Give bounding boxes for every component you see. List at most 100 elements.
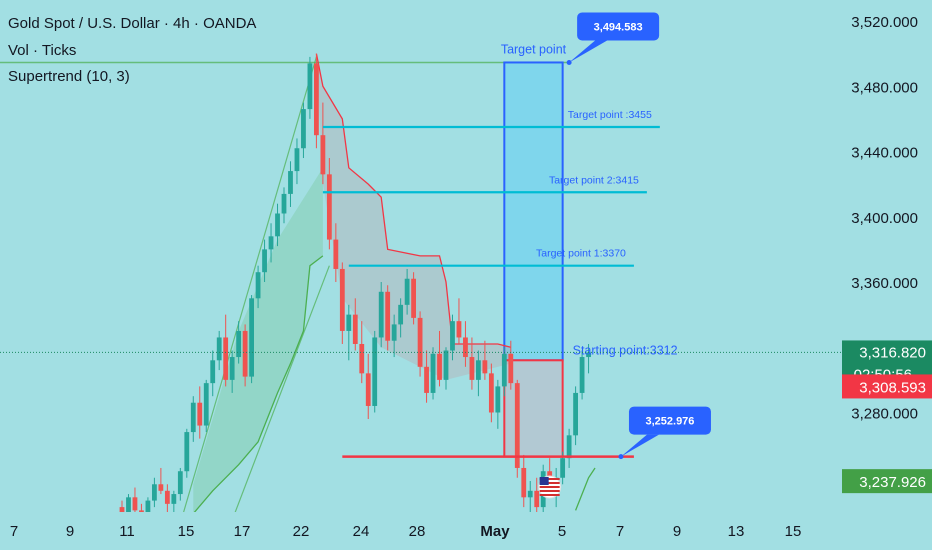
callout-anchor xyxy=(566,59,572,65)
candle xyxy=(275,203,280,247)
candle-body xyxy=(514,383,520,468)
candle xyxy=(197,386,203,439)
candle xyxy=(495,379,501,429)
flag-stripe xyxy=(539,486,560,488)
x-tick-label: 24 xyxy=(353,523,370,540)
candle xyxy=(236,321,242,364)
candle xyxy=(365,353,371,420)
candle-body xyxy=(262,249,267,273)
y-tick-label: 3,520.000 xyxy=(851,14,918,31)
candle-body xyxy=(301,109,306,149)
candle-body xyxy=(139,510,144,512)
x-tick-label: 11 xyxy=(119,523,135,540)
candle-body xyxy=(229,357,235,380)
callout-label: 3,252.976 xyxy=(645,416,694,428)
candle xyxy=(514,379,520,478)
candle-body xyxy=(132,497,138,511)
candle xyxy=(508,340,514,390)
candle xyxy=(164,484,170,512)
callout-bubble xyxy=(577,12,660,41)
supertrend-up-fill xyxy=(193,167,323,512)
channel-line xyxy=(234,265,330,512)
candle-body xyxy=(365,373,371,406)
candle-body xyxy=(573,392,578,436)
callout-anchor xyxy=(618,454,624,460)
candle xyxy=(126,494,131,512)
callout-pointer xyxy=(620,434,659,457)
candle-body xyxy=(495,386,501,413)
candle xyxy=(223,314,229,387)
candle-body xyxy=(236,330,242,358)
channel-line xyxy=(183,56,317,512)
candle-body xyxy=(424,366,429,393)
candle xyxy=(566,428,572,468)
candle xyxy=(145,497,151,512)
candle-body xyxy=(152,484,157,501)
x-tick-label: 7 xyxy=(616,523,624,540)
candle xyxy=(424,350,429,403)
candle xyxy=(177,467,183,501)
candle-body xyxy=(203,383,209,426)
candle xyxy=(417,311,423,377)
candle xyxy=(307,56,313,119)
candle-body xyxy=(378,291,384,338)
candle-body xyxy=(501,353,507,387)
price-tag-bg xyxy=(842,469,932,494)
candle xyxy=(404,268,410,315)
candle-body xyxy=(307,63,313,110)
candle xyxy=(333,223,339,282)
candle xyxy=(210,350,216,397)
candle-body xyxy=(333,239,339,269)
candle xyxy=(288,161,293,207)
y-tick-label: 3,440.000 xyxy=(851,145,918,162)
callout-pointer xyxy=(569,40,608,63)
supertrend-indicator-label[interactable]: Supertrend (10, 3) xyxy=(8,68,130,85)
candle-body xyxy=(242,330,248,377)
plot-area: Target point :3455 Target point 2:3415 Tar… xyxy=(0,42,842,512)
candle xyxy=(378,282,384,348)
candle-body xyxy=(417,317,423,367)
candle xyxy=(450,314,455,361)
starting-point-label: Starting point:3312 xyxy=(573,343,678,357)
candle xyxy=(339,262,345,344)
price-tag-label: 3,237.926 xyxy=(859,474,926,491)
candle xyxy=(372,330,378,413)
candle xyxy=(216,330,222,371)
candle xyxy=(521,454,527,508)
us-flag-icon xyxy=(538,475,562,499)
candle-body xyxy=(560,458,566,478)
volume-indicator-label[interactable]: Vol · Ticks xyxy=(8,42,77,59)
candle xyxy=(586,343,591,374)
price-tag-label: 3,316.820 xyxy=(859,344,926,361)
target-line-label: Target point :3455 xyxy=(568,109,652,121)
callout-bubble xyxy=(628,406,711,435)
candle-body xyxy=(320,135,326,175)
candle xyxy=(437,330,442,387)
candle-body xyxy=(177,471,183,495)
supertrend-line-up xyxy=(574,467,596,511)
candle xyxy=(346,304,352,361)
candle-body xyxy=(359,343,365,374)
candle-body xyxy=(119,507,125,512)
candle-body xyxy=(527,490,533,498)
candle-body xyxy=(579,357,585,393)
candle-body xyxy=(281,193,287,214)
candle-body xyxy=(184,432,190,472)
candle-body xyxy=(126,497,131,512)
candle xyxy=(411,272,416,325)
candle xyxy=(573,386,578,446)
price-tag-label: 3,308.593 xyxy=(859,379,926,396)
candle xyxy=(301,102,306,159)
candle xyxy=(501,347,507,397)
x-tick-label: 5 xyxy=(558,523,566,540)
candle-body xyxy=(190,402,196,433)
candle-body xyxy=(223,337,229,380)
flag-stripe xyxy=(539,482,560,484)
stop-box xyxy=(503,359,564,458)
symbol-title[interactable]: Gold Spot / U.S. Dollar · 4h · OANDA xyxy=(8,15,257,32)
candle-body xyxy=(463,337,468,358)
flag-stripe xyxy=(539,494,560,496)
candle xyxy=(469,337,475,390)
candle-body xyxy=(488,373,494,413)
